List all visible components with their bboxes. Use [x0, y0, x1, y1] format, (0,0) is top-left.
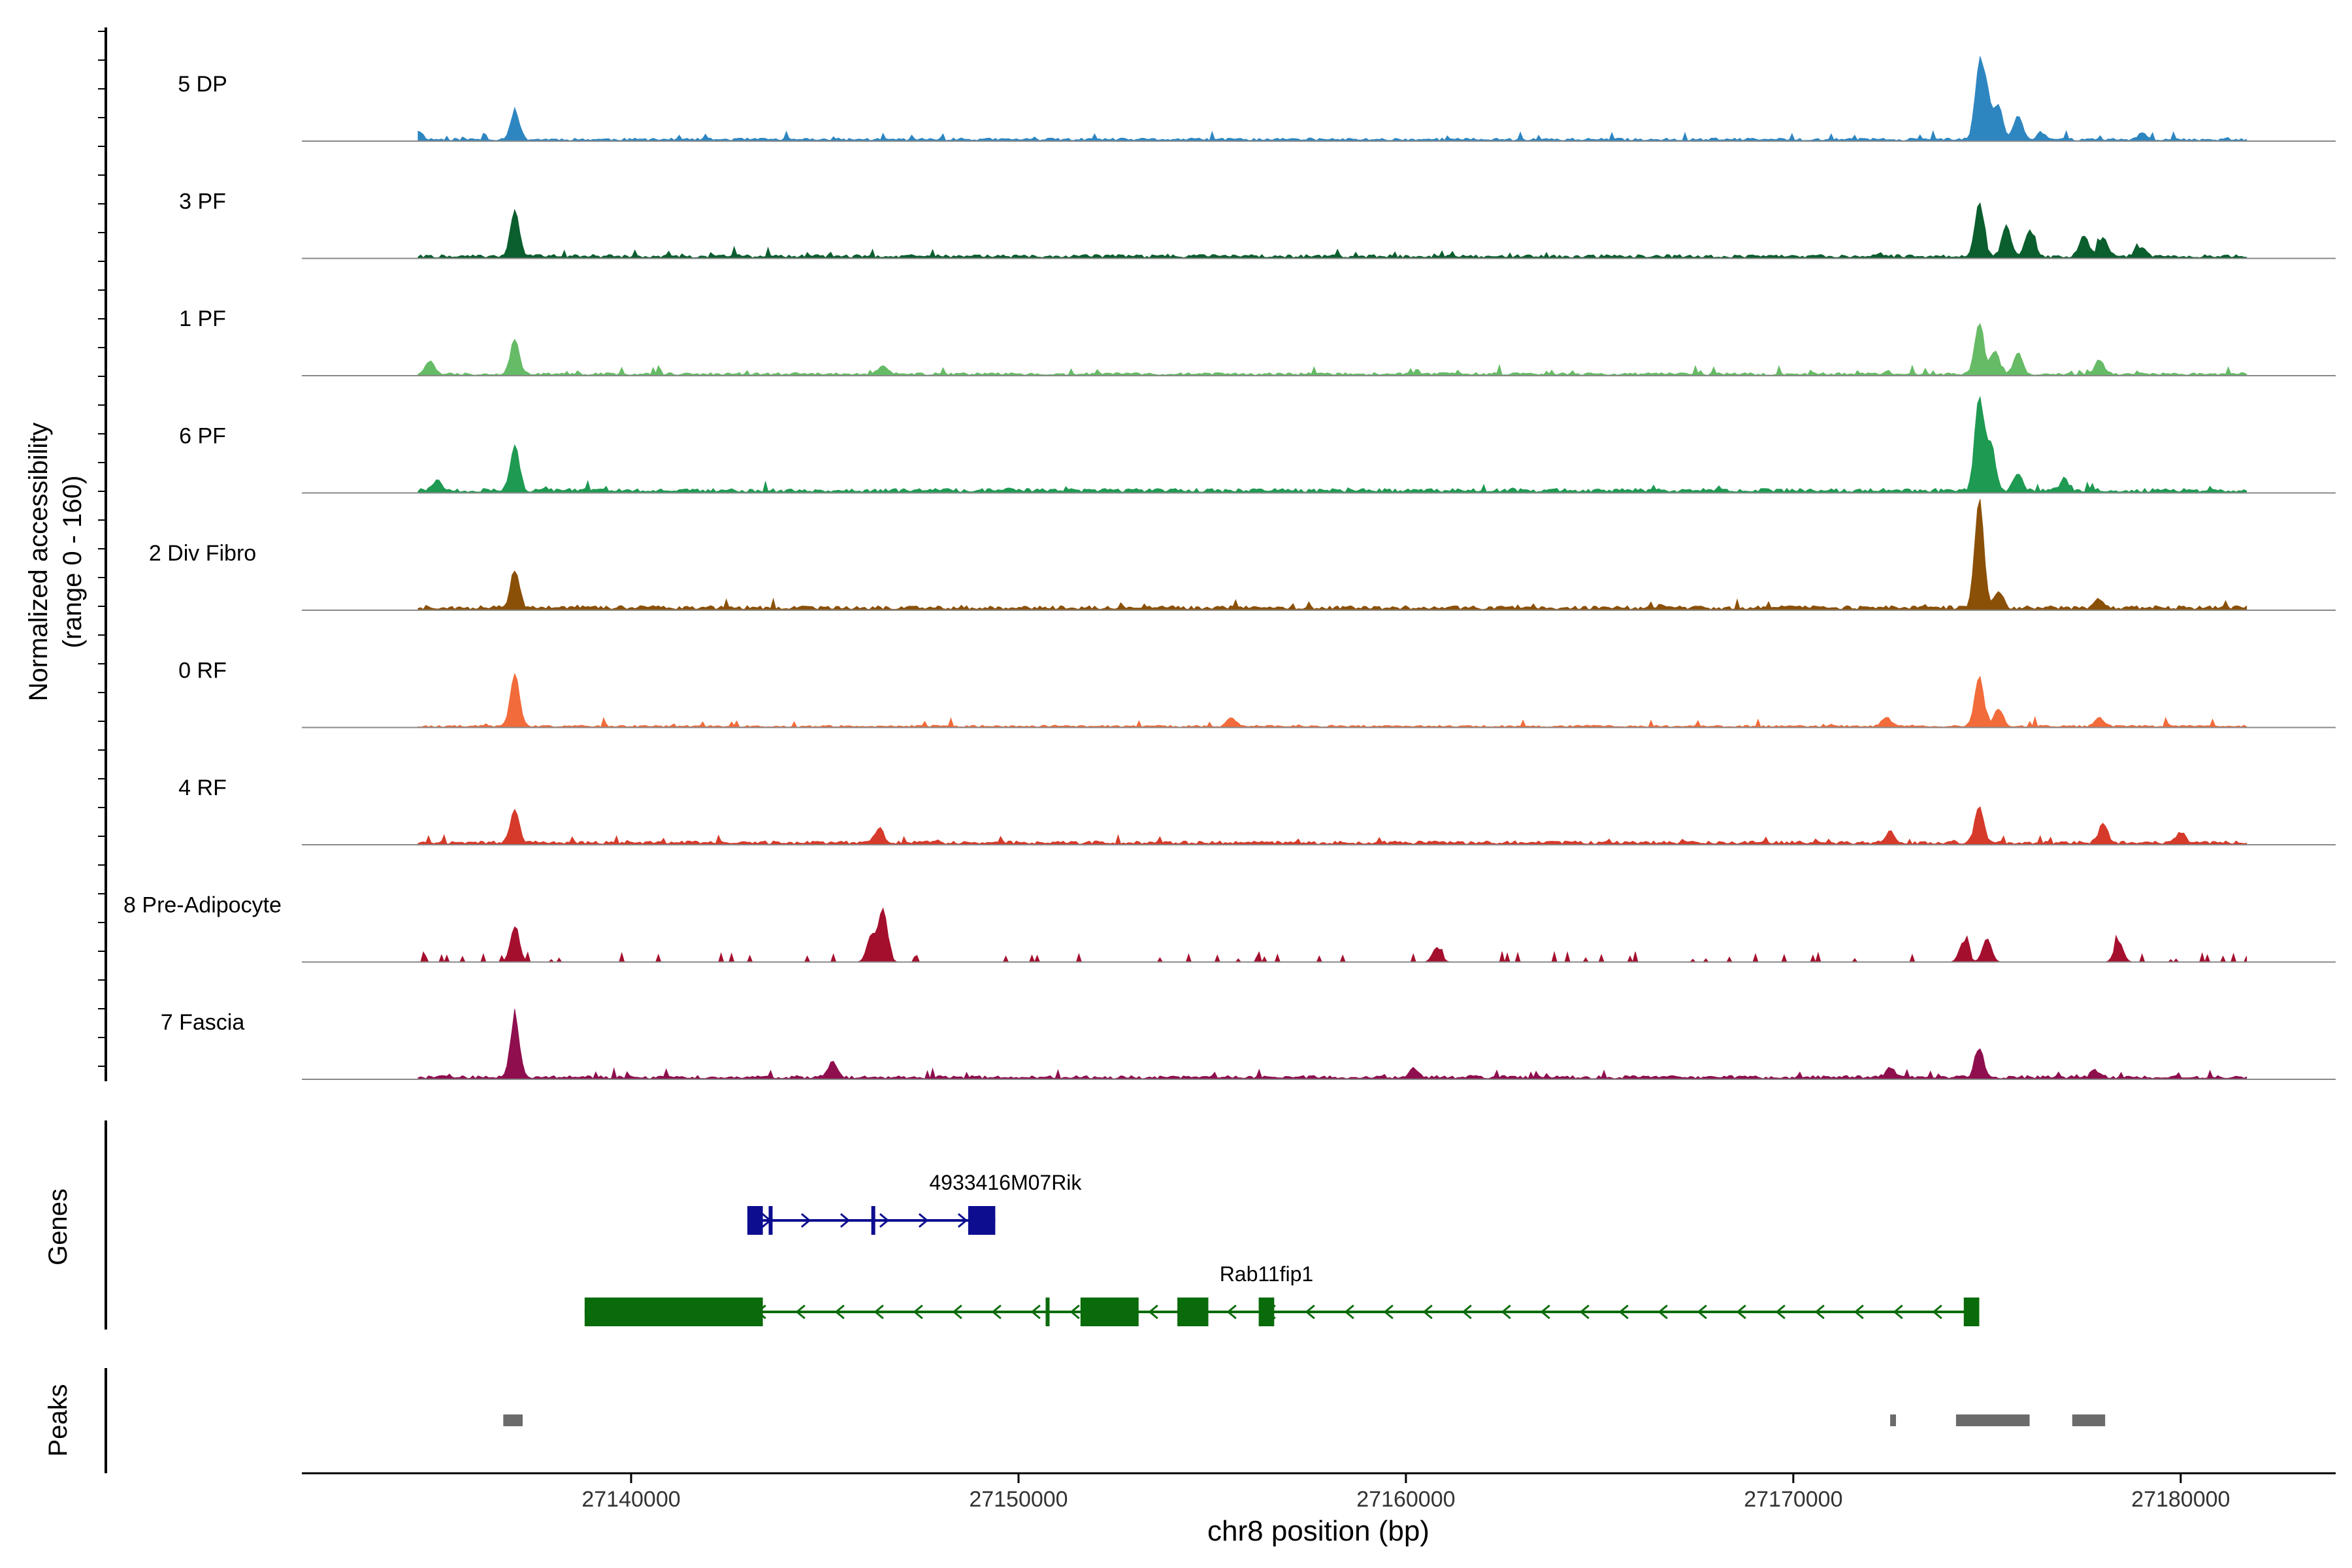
- gene-exon: [1177, 1298, 1209, 1326]
- coverage-area: [417, 672, 2247, 728]
- strand-arrow: [1736, 1304, 1746, 1320]
- gene-model: 4933416M07Rik: [747, 1171, 1082, 1235]
- x-tick-label: 27180000: [2131, 1487, 2230, 1512]
- coverage-track: 5 DP: [178, 56, 2336, 142]
- y-axis-title: Normalized accessibility: [24, 423, 53, 702]
- strand-arrow: [795, 1304, 806, 1320]
- x-tick-label: 27150000: [969, 1487, 1068, 1512]
- coverage-track: 6 PF: [179, 395, 2336, 494]
- coverage-track: 7 Fascia: [161, 1009, 2336, 1080]
- x-axis-title: chr8 position (bp): [1207, 1515, 1429, 1547]
- strand-arrow: [1030, 1304, 1041, 1320]
- coverage-area: [417, 323, 2247, 376]
- peak-region: [503, 1414, 523, 1426]
- track-label: 5 DP: [178, 72, 227, 97]
- gene-exon: [584, 1298, 763, 1326]
- strand-arrow: [1148, 1304, 1158, 1320]
- strand-arrow: [1658, 1304, 1668, 1320]
- track-label: 0 RF: [178, 659, 227, 683]
- gene-name: 4933416M07Rik: [929, 1171, 1082, 1194]
- coverage-track: 2 Div Fibro: [149, 498, 2336, 611]
- track-label: 7 Fascia: [161, 1010, 245, 1035]
- gene-exon: [1963, 1298, 1980, 1326]
- gene-exon: [1080, 1298, 1139, 1326]
- strand-arrow: [1775, 1304, 1786, 1320]
- gene-annotation-track: 4933416M07Rik Rab11fip1: [584, 1171, 1980, 1326]
- strand-arrow: [1932, 1304, 1942, 1320]
- coverage-track: 0 RF: [178, 659, 2336, 728]
- peak-region: [1890, 1414, 1896, 1426]
- strand-arrow: [840, 1213, 851, 1228]
- strand-arrow: [957, 1213, 968, 1228]
- track-label: 3 PF: [179, 189, 226, 214]
- peak-region: [1955, 1414, 2030, 1426]
- peak-region: [2072, 1414, 2106, 1426]
- coverage-area: [417, 907, 2247, 964]
- strand-arrow: [913, 1304, 923, 1320]
- x-tick-label: 27160000: [1356, 1487, 1455, 1512]
- strand-arrow: [1383, 1304, 1394, 1320]
- peaks-panel-label: Peaks: [44, 1384, 73, 1456]
- coverage-track: 8 Pre-Adipocyte: [123, 893, 2336, 964]
- genes-panel-label: Genes: [44, 1188, 73, 1266]
- strand-arrow: [800, 1213, 811, 1228]
- gene-exon: [968, 1206, 996, 1235]
- x-axis-ticks: 27140000 27150000 27160000 27170000 27180000: [581, 1473, 2230, 1512]
- gene-exon: [1045, 1298, 1050, 1326]
- strand-arrow: [1814, 1304, 1825, 1320]
- strand-arrow: [1462, 1304, 1472, 1320]
- track-label: 4 RF: [178, 776, 227, 800]
- y-axis-ticks: [98, 31, 106, 1067]
- coverage-area: [417, 1009, 2247, 1080]
- strand-arrow: [1070, 1304, 1080, 1320]
- gene-exon: [768, 1206, 773, 1235]
- coverage-area: [417, 202, 2247, 259]
- strand-arrow: [1226, 1304, 1237, 1320]
- gene-name: Rab11fip1: [1220, 1262, 1314, 1286]
- strand-arrow: [879, 1213, 890, 1228]
- track-label: 6 PF: [179, 424, 226, 449]
- strand-arrow: [1854, 1304, 1864, 1320]
- strand-arrow: [1697, 1304, 1707, 1320]
- strand-arrow: [874, 1304, 884, 1320]
- coverage-area: [417, 56, 2247, 142]
- strand-arrow: [952, 1304, 962, 1320]
- peak-track: [503, 1414, 2106, 1426]
- strand-arrow: [1305, 1304, 1315, 1320]
- coverage-area: [417, 806, 2247, 845]
- strand-arrow: [1344, 1304, 1354, 1320]
- coverage-tracks: 5 DP 3 PF 1 PF 6 PF 2 Div Fibro 0 RF 4 RF 8 Pre…: [123, 56, 2336, 1080]
- strand-arrow: [1618, 1304, 1629, 1320]
- strand-arrow: [991, 1304, 1002, 1320]
- coverage-area: [417, 498, 2247, 611]
- track-label: 8 Pre-Adipocyte: [123, 893, 282, 918]
- strand-arrow: [918, 1213, 929, 1228]
- strand-arrow: [834, 1304, 845, 1320]
- gene-exon: [871, 1206, 875, 1235]
- gene-exon: [747, 1206, 763, 1235]
- track-label: 2 Div Fibro: [149, 541, 256, 566]
- gene-exon: [1258, 1298, 1275, 1326]
- x-tick-label: 27140000: [581, 1487, 680, 1512]
- coverage-track: 3 PF: [179, 189, 2336, 259]
- gene-model: Rab11fip1: [584, 1262, 1980, 1326]
- strand-arrow: [1893, 1304, 1903, 1320]
- coverage-track: 1 PF: [179, 306, 2336, 376]
- coverage-track: 4 RF: [178, 776, 2336, 845]
- y-axis-title-range: (range 0 - 160): [58, 476, 87, 649]
- strand-arrow: [1422, 1304, 1433, 1320]
- coverage-area: [417, 395, 2247, 493]
- strand-arrow: [1579, 1304, 1590, 1320]
- strand-arrow: [1540, 1304, 1550, 1320]
- strand-arrow: [1501, 1304, 1511, 1320]
- x-tick-label: 27170000: [1744, 1487, 1842, 1512]
- track-label: 1 PF: [179, 306, 226, 331]
